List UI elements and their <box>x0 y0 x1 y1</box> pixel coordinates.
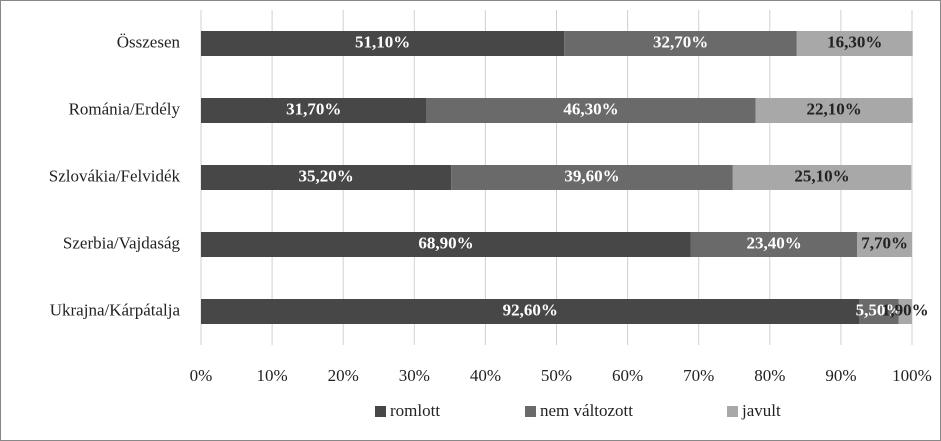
bar-segment <box>732 165 912 190</box>
bar-segment <box>201 232 691 257</box>
bar-segment <box>898 299 912 324</box>
bar-segment <box>201 31 565 56</box>
x-tick-label: 10% <box>257 366 288 385</box>
value-label: 5,50% <box>856 300 903 319</box>
bar-segment <box>451 165 733 190</box>
value-label: 1,90% <box>882 300 929 319</box>
legend-label: romlott <box>390 401 440 420</box>
value-label: 51,10% <box>355 32 410 51</box>
value-label: 22,10% <box>807 99 862 118</box>
value-label: 32,70% <box>653 32 708 51</box>
value-label: 23,40% <box>746 233 801 252</box>
value-label: 35,20% <box>299 166 354 185</box>
x-tick-label: 80% <box>754 366 785 385</box>
bar-segment <box>201 98 427 123</box>
x-tick-label: 0% <box>190 366 213 385</box>
bar-segment <box>201 299 860 324</box>
bar-segment <box>796 31 913 56</box>
legend-swatch <box>375 406 386 417</box>
y-tick-label: Összesen <box>117 32 181 51</box>
value-label: 46,30% <box>563 99 618 118</box>
legend-swatch <box>525 406 536 417</box>
bar-segment <box>426 98 756 123</box>
x-tick-label: 20% <box>328 366 359 385</box>
x-tick-label: 40% <box>470 366 501 385</box>
x-tick-label: 50% <box>541 366 572 385</box>
y-tick-label: Románia/Erdély <box>69 99 181 118</box>
bar-segment <box>857 232 912 257</box>
x-tick-label: 30% <box>399 366 430 385</box>
x-tick-label: 100% <box>892 366 932 385</box>
legend-label: nem változott <box>540 401 633 420</box>
value-label: 39,60% <box>564 166 619 185</box>
y-tick-label: Szerbia/Vajdaság <box>63 233 181 252</box>
value-label: 92,60% <box>503 300 558 319</box>
value-label: 7,70% <box>861 233 908 252</box>
x-tick-label: 90% <box>825 366 856 385</box>
value-label: 68,90% <box>418 233 473 252</box>
bar-segment <box>859 299 899 324</box>
value-label: 31,70% <box>286 99 341 118</box>
legend-label: javult <box>741 401 781 420</box>
value-label: 16,30% <box>827 32 882 51</box>
bar-segment <box>201 165 452 190</box>
legend-swatch <box>727 406 738 417</box>
value-label: 25,10% <box>794 166 849 185</box>
bar-segment <box>690 232 858 257</box>
x-tick-label: 60% <box>612 366 643 385</box>
y-tick-label: Ukrajna/Kárpátalja <box>50 300 181 319</box>
y-tick-label: Szlovákia/Felvidék <box>49 166 181 185</box>
bar-segment <box>564 31 797 56</box>
bar-segment <box>755 98 913 123</box>
x-tick-label: 70% <box>683 366 714 385</box>
